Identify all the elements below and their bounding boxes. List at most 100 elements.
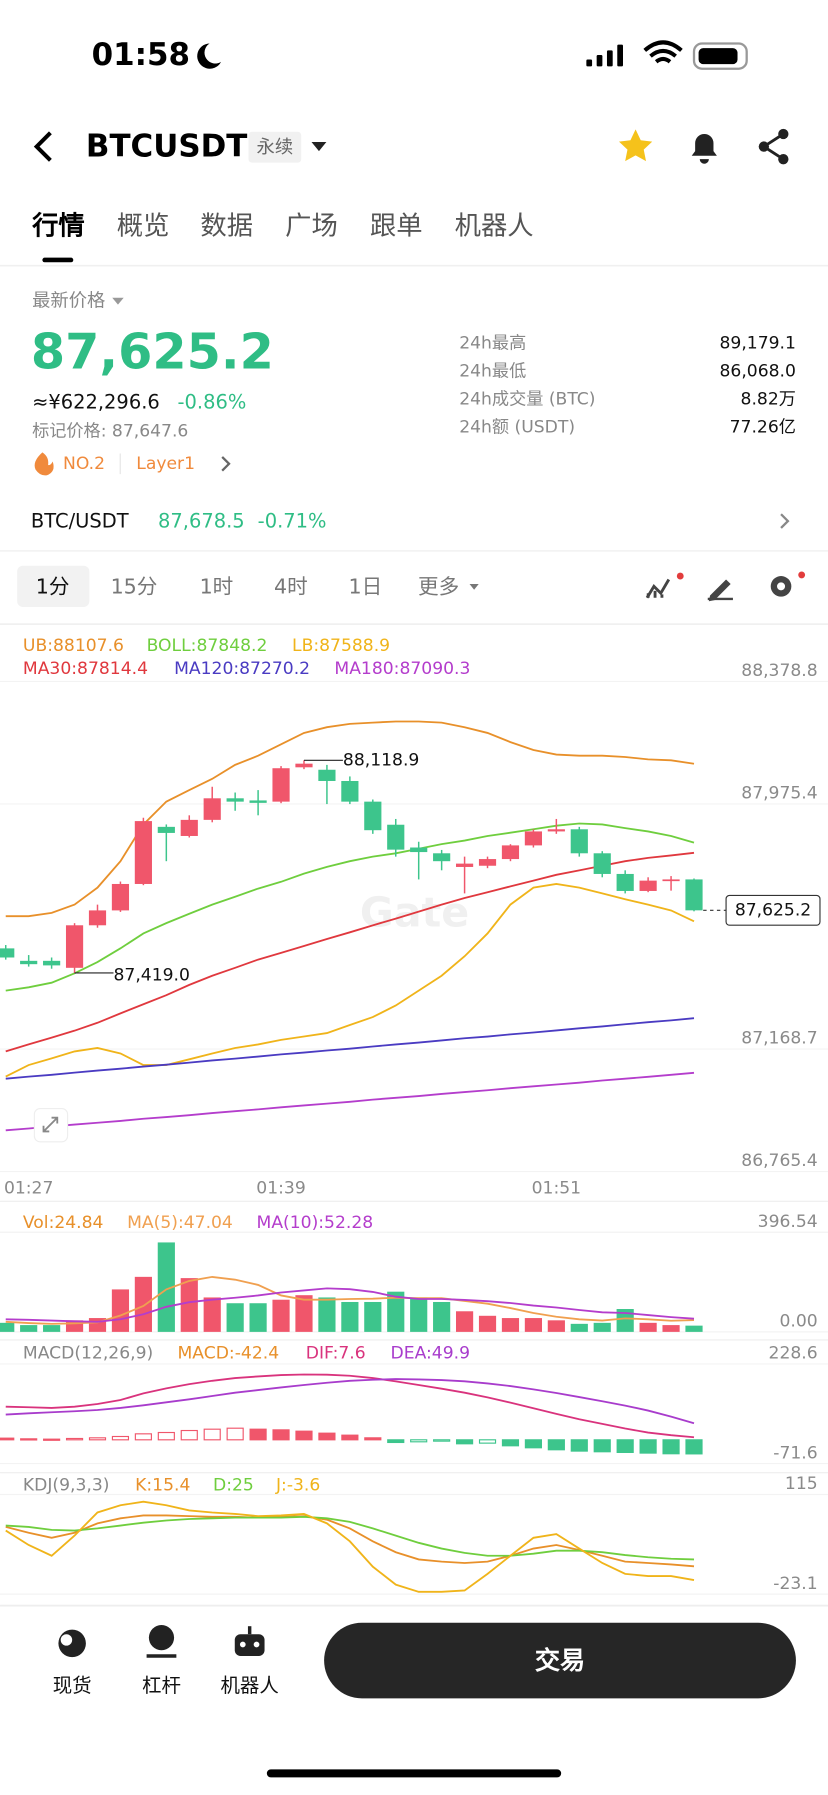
legend-entry: UB:88107.6 bbox=[23, 636, 124, 656]
candle-body bbox=[387, 824, 405, 850]
stat-value: 8.82万 bbox=[741, 390, 796, 410]
rank[interactable]: NO.2 bbox=[63, 454, 105, 474]
status-time: 01:58 bbox=[92, 37, 190, 73]
nav-label[interactable]: 机器人 bbox=[220, 1674, 278, 1697]
tab[interactable]: 数据 bbox=[200, 212, 253, 242]
nav-label[interactable]: 杠杆 bbox=[142, 1674, 181, 1697]
candle-body bbox=[318, 769, 336, 781]
symbol[interactable]: BTCUSDT bbox=[86, 129, 247, 165]
legend-entry: MA(5):47.04 bbox=[127, 1213, 233, 1233]
candle-body bbox=[43, 960, 61, 966]
battery-level bbox=[698, 48, 738, 65]
interval[interactable]: 1日 bbox=[348, 574, 382, 598]
overlay-line bbox=[5, 1017, 695, 1080]
indicator-button[interactable] bbox=[645, 572, 684, 599]
interval[interactable]: 1分 bbox=[36, 574, 70, 598]
legend-entry: MACD(12,26,9) bbox=[23, 1344, 153, 1364]
macd-bar bbox=[134, 1433, 152, 1441]
x-tick-label: 01:27 bbox=[4, 1179, 53, 1199]
legend-entry: D:25 bbox=[213, 1475, 254, 1495]
interval-bar: 1分 15分 1时 4时 1日 更多 bbox=[36, 574, 459, 598]
tab[interactable]: 跟单 bbox=[370, 212, 423, 242]
macd-bar bbox=[410, 1439, 428, 1443]
y-tick-label: 115 bbox=[785, 1474, 818, 1494]
margin-icon bbox=[146, 1625, 177, 1658]
tab-indicator bbox=[42, 257, 74, 263]
macd-bar bbox=[593, 1439, 611, 1453]
stat-label: 24h最高 bbox=[459, 334, 526, 354]
legend-entry: MACD:-42.4 bbox=[178, 1344, 280, 1364]
interval[interactable]: 更多 bbox=[418, 574, 459, 598]
trade-button-label[interactable]: 交易 bbox=[535, 1646, 585, 1675]
legend-entry: MA(10):52.28 bbox=[257, 1213, 374, 1233]
volume-bar bbox=[662, 1325, 680, 1332]
interval[interactable]: 4时 bbox=[274, 574, 308, 598]
legend-entry: MA120:87270.2 bbox=[174, 659, 310, 679]
macd-bar bbox=[501, 1439, 520, 1447]
chevron bbox=[221, 456, 231, 472]
last-price-tag: 87,625.2 bbox=[735, 900, 811, 920]
macd-bar bbox=[455, 1439, 474, 1445]
candle-body bbox=[226, 798, 244, 802]
draw-button[interactable] bbox=[707, 579, 733, 602]
volume-bar bbox=[341, 1301, 359, 1332]
settings-button[interactable] bbox=[770, 571, 806, 597]
overlay-line bbox=[5, 851, 695, 1053]
macd-bar bbox=[43, 1438, 61, 1441]
interval[interactable]: 1时 bbox=[200, 574, 234, 598]
alert-bell[interactable] bbox=[691, 133, 717, 164]
macd-bar bbox=[157, 1431, 175, 1441]
volume-ma-line bbox=[5, 1287, 695, 1323]
legend-entry: BOLL:87848.2 bbox=[147, 636, 268, 656]
signal-icon bbox=[586, 44, 624, 67]
tab[interactable]: 机器人 bbox=[455, 212, 534, 242]
macd-bar bbox=[364, 1437, 382, 1441]
spot-pair[interactable]: BTC/USDT bbox=[31, 510, 129, 533]
symbol-dropdown[interactable] bbox=[311, 142, 327, 152]
sector-tag[interactable]: Layer1 bbox=[136, 454, 195, 474]
macd-bar bbox=[341, 1434, 359, 1441]
tab[interactable]: 行情 bbox=[31, 211, 85, 242]
spot-chevron[interactable] bbox=[780, 513, 790, 529]
overlay-line bbox=[5, 720, 695, 918]
volume-bar bbox=[295, 1295, 313, 1332]
macd-bar bbox=[387, 1439, 405, 1444]
candle-body bbox=[157, 826, 175, 833]
candle-body bbox=[547, 829, 565, 832]
y-tick-label: 0.00 bbox=[779, 1312, 817, 1332]
mark-price: 标记价格: 87,647.6 bbox=[32, 422, 188, 442]
legend-entry: J:-3.6 bbox=[275, 1475, 320, 1495]
y-tick-label: 88,378.8 bbox=[741, 661, 817, 681]
y-tick-label: 87,975.4 bbox=[741, 784, 817, 804]
y-tick-label: -71.6 bbox=[773, 1443, 817, 1463]
macd-bar bbox=[249, 1428, 267, 1441]
candle-body bbox=[180, 819, 198, 836]
favorite-star[interactable] bbox=[618, 129, 653, 162]
hot-icon bbox=[34, 452, 54, 476]
kline-chart: 88,378.887,975.487,168.786,765.4Gate01:2… bbox=[0, 636, 828, 1595]
candle-body bbox=[685, 879, 703, 911]
volume-bar bbox=[226, 1303, 244, 1332]
tab[interactable]: 广场 bbox=[285, 212, 338, 242]
volume-bar bbox=[43, 1325, 61, 1332]
tab[interactable]: 概览 bbox=[117, 212, 170, 242]
volume-bar bbox=[547, 1320, 565, 1332]
trade-button[interactable] bbox=[324, 1622, 796, 1699]
volume-bar bbox=[410, 1297, 428, 1332]
spot-change: -0.71% bbox=[258, 510, 327, 533]
share-button[interactable] bbox=[758, 128, 789, 165]
candle-body bbox=[616, 873, 634, 891]
more-dropdown[interactable] bbox=[469, 584, 479, 590]
volume-bar bbox=[387, 1291, 405, 1332]
home-indicator bbox=[266, 1769, 562, 1778]
volume-ma-line bbox=[5, 1275, 695, 1325]
interval[interactable]: 15分 bbox=[111, 574, 158, 598]
back-button[interactable] bbox=[33, 131, 52, 162]
macd-bar bbox=[272, 1429, 290, 1441]
nav-label[interactable]: 现货 bbox=[53, 1674, 92, 1697]
spot-price: 87,678.5 bbox=[158, 510, 245, 533]
legend-entry: MA180:87090.3 bbox=[334, 659, 470, 679]
volume-bar bbox=[203, 1297, 221, 1332]
y-tick-label: 228.6 bbox=[769, 1344, 818, 1364]
price-dropdown[interactable] bbox=[112, 297, 124, 305]
